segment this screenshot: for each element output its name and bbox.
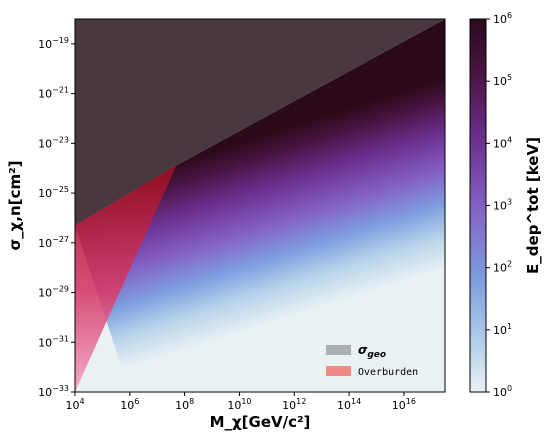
- legend-label: σgeo: [358, 343, 386, 360]
- colorbar-tick-label: 101: [493, 322, 512, 337]
- colorbar: [469, 18, 487, 393]
- x-tick-label: 1012: [282, 397, 306, 412]
- y-tick-label: 10−33: [38, 384, 69, 399]
- x-tick-label: 1016: [392, 397, 416, 412]
- colorbar-tick-label: 106: [493, 11, 512, 26]
- y-axis-label: σ_χ,n[cm²]: [6, 160, 24, 250]
- x-tick-label: 104: [65, 397, 84, 412]
- y-tick-label: 10−27: [38, 235, 69, 250]
- y-tick-label: 10−25: [38, 185, 69, 200]
- legend-swatch: [326, 366, 351, 376]
- y-tick-label: 10−21: [38, 86, 69, 101]
- x-axis-label: M_χ[GeV/c²]: [210, 413, 311, 431]
- x-tick-label: 106: [120, 397, 139, 412]
- plot-frame: [74, 18, 446, 393]
- colorbar-tick-label: 103: [493, 198, 512, 213]
- sigma-geo-region: [75, 19, 445, 226]
- x-axis-ticks: 104 106 108 1010 1012 1014 1016: [65, 392, 416, 412]
- x-tick-label: 108: [175, 397, 194, 412]
- colorbar-ticks: 100 101 102 103 104 105 106: [486, 11, 512, 399]
- legend-swatch: [326, 345, 351, 355]
- legend-label: Overburden: [358, 367, 418, 378]
- y-tick-label: 10−29: [38, 285, 69, 300]
- colorbar-tick-label: 105: [493, 73, 512, 88]
- y-tick-label: 10−23: [38, 135, 69, 150]
- y-tick-label: 10−31: [38, 334, 69, 349]
- x-tick-label: 1010: [227, 397, 251, 412]
- energy-deposition-field: [75, 19, 445, 392]
- overburden-region: [75, 165, 177, 392]
- colorbar-tick-label: 102: [493, 260, 512, 275]
- legend: σgeo Overburden: [326, 343, 418, 378]
- colorbar-label: E_dep^tot [keV]: [524, 137, 542, 274]
- y-tick-label: 10−19: [38, 36, 69, 51]
- x-tick-label: 1014: [337, 397, 361, 412]
- colorbar-tick-label: 104: [493, 135, 512, 150]
- colorbar-tick-label: 100: [493, 384, 512, 399]
- y-axis-ticks: 10−33 10−31 10−29 10−27 10−25 10−23 10−21 10−19: [38, 36, 75, 399]
